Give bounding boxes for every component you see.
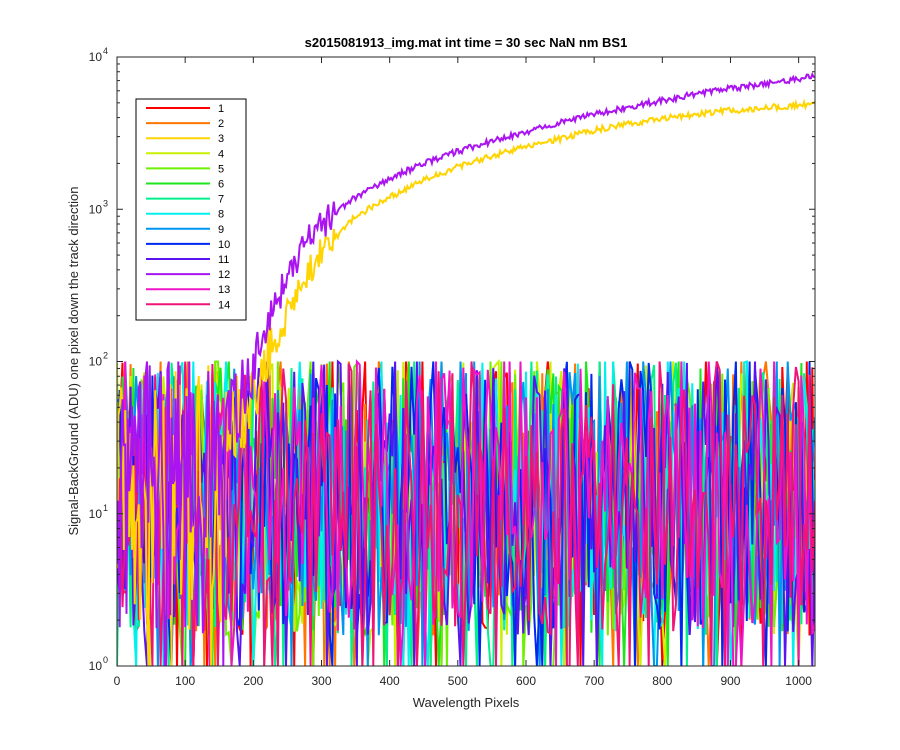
x-tick-label: 800	[652, 674, 672, 688]
x-tick-label: 1000	[785, 674, 812, 688]
legend-label-5: 5	[218, 163, 224, 175]
x-tick-label: 600	[516, 674, 536, 688]
x-tick-label: 300	[311, 674, 331, 688]
x-tick-label: 500	[448, 674, 468, 688]
chart-title: s2015081913_img.mat int time = 30 sec Na…	[305, 35, 628, 50]
legend-label-14: 14	[218, 299, 230, 311]
y-tick-label: 10	[89, 202, 103, 216]
y-tick-label: 10	[89, 355, 103, 369]
x-tick-label: 200	[243, 674, 263, 688]
y-tick-label: 10	[89, 659, 103, 673]
series-12-line	[117, 72, 815, 666]
y-tick-exponent: 2	[103, 351, 108, 361]
legend-label-2: 2	[218, 118, 224, 130]
legend-label-12: 12	[218, 269, 230, 281]
legend-label-13: 13	[218, 284, 230, 296]
legend-label-11: 11	[218, 254, 229, 266]
legend-label-8: 8	[218, 209, 224, 221]
x-tick-label: 400	[380, 674, 400, 688]
series-14-line	[117, 361, 815, 666]
legend-label-9: 9	[218, 224, 224, 236]
y-tick-exponent: 0	[103, 655, 108, 665]
noise-series-layer	[117, 358, 815, 666]
legend-label-4: 4	[218, 148, 224, 160]
y-tick-exponent: 1	[103, 503, 108, 513]
legend-label-1: 1	[218, 103, 224, 115]
y-tick-label: 10	[89, 507, 103, 521]
legend-box	[135, 98, 247, 321]
y-tick-exponent: 3	[103, 198, 108, 208]
legend-label-7: 7	[218, 194, 224, 206]
x-tick-label: 100	[175, 674, 195, 688]
series-3-line	[117, 98, 815, 666]
y-tick-label: 10	[89, 50, 103, 64]
signal-series-layer	[117, 72, 815, 666]
x-tick-label: 900	[720, 674, 740, 688]
x-tick-label: 0	[114, 674, 121, 688]
legend-label-6: 6	[218, 179, 224, 191]
x-axis-label: Wavelength Pixels	[413, 695, 520, 710]
legend-label-10: 10	[218, 239, 230, 251]
x-tick-label: 700	[584, 674, 604, 688]
legend-label-3: 3	[218, 133, 224, 145]
y-tick-exponent: 4	[103, 46, 108, 56]
y-axis-label: Signal-BackGround (ADU) one pixel down t…	[66, 186, 81, 535]
